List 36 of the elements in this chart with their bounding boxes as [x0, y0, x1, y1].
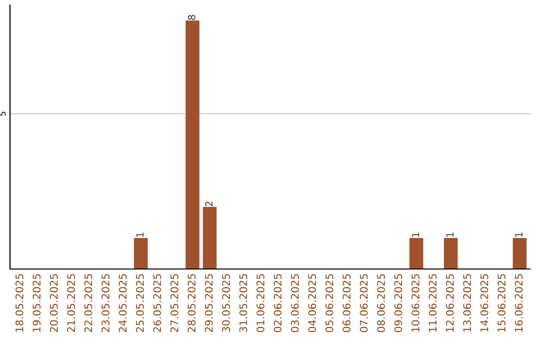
data-label: 1: [136, 232, 144, 237]
data-label: 1: [515, 232, 522, 237]
x-tick-label: 22.05.2025: [84, 274, 92, 332]
x-tick-label: 05.06.2025: [325, 274, 334, 332]
x-tick-label: 31.05.2025: [239, 274, 248, 332]
data-label: 8: [188, 15, 196, 20]
x-tick-label: 20.05.2025: [50, 274, 58, 332]
x-tick-label: 07.06.2025: [360, 274, 368, 332]
x-tick-label: 10.06.2025: [412, 274, 420, 332]
x-tick-label: 27.05.2025: [170, 274, 178, 332]
x-tick-label: 16.06.2025: [514, 274, 523, 332]
x-tick-label: 11.06.2025: [428, 274, 437, 332]
x-tick-label: 19.05.2025: [32, 274, 41, 332]
x-tick-label: 28.05.2025: [188, 274, 196, 332]
x-tick-label: 15.06.2025: [498, 274, 506, 332]
x-tick-label: 14.06.2025: [480, 274, 488, 332]
data-label: 2: [205, 202, 212, 206]
x-tick-label: 23.05.2025: [102, 274, 110, 332]
x-tick-label: 18.05.2025: [15, 274, 24, 332]
x-tick-label: 26.05.2025: [153, 274, 162, 332]
x-tick-label: 13.06.2025: [463, 274, 472, 332]
x-tick-label: 30.05.2025: [222, 274, 230, 332]
x-tick-label: 12.06.2025: [446, 274, 454, 332]
x-tick-label: 03.06.2025: [290, 274, 299, 332]
x-tick-label: 21.05.2025: [67, 274, 76, 332]
x-tick-label: 25.05.2025: [136, 274, 144, 332]
x-tick-label: 08.06.2025: [377, 274, 385, 332]
x-tick-label: 09.06.2025: [394, 274, 402, 332]
data-label: 1: [446, 232, 454, 237]
data-label: 1: [412, 232, 420, 237]
x-tick-label: 04.06.2025: [308, 274, 316, 332]
x-tick-label: 01.06.2025: [256, 274, 264, 332]
x-tick-label: 24.05.2025: [118, 274, 127, 332]
x-tick-label: 02.06.2025: [274, 274, 282, 332]
x-tick-label: 06.06.2025: [342, 274, 351, 332]
x-tick-label: 29.05.2025: [204, 274, 213, 332]
